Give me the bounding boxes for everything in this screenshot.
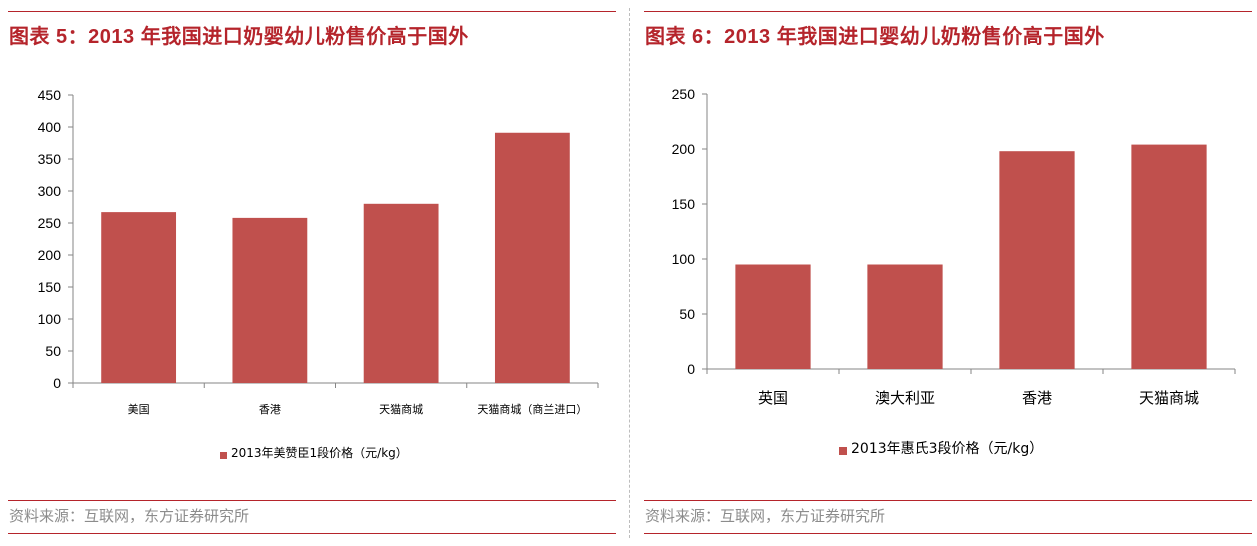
y-tick-label: 450 [38, 87, 62, 103]
source-note: 资料来源：互联网，东方证券研究所 [645, 508, 886, 525]
bar-0 [735, 264, 811, 369]
y-tick-label: 0 [687, 361, 695, 377]
chart-panel-left: 图表 5：2013 年我国进口奶婴幼儿粉售价高于国外 0 50 100 150 200 2… [0, 0, 628, 546]
figure-title: 图表 5：2013 年我国进口奶婴幼儿粉售价高于国外 [9, 26, 469, 48]
footer-rule [8, 533, 616, 534]
y-tick-label: 200 [38, 247, 62, 263]
source-note: 资料来源：互联网，东方证券研究所 [9, 508, 250, 525]
x-category-label: 美国 [128, 403, 150, 416]
bar-1 [232, 217, 308, 383]
bar-3 [494, 132, 570, 383]
bar-2 [363, 203, 439, 383]
legend-label: 2013年美赞臣1段价格（元/kg） [231, 445, 408, 460]
y-tick-label: 250 [38, 215, 62, 231]
y-tick-label: 100 [38, 311, 62, 327]
bottom-rule [8, 500, 616, 501]
x-category-label: 英国 [758, 389, 788, 407]
legend-label: 2013年惠氏3段价格（元/kg） [851, 441, 1043, 457]
chart-panel-right: 图表 6：2013 年我国进口婴幼儿奶粉售价高于国外 0 50 100 150 200 2… [636, 0, 1257, 546]
y-tick-label: 150 [38, 279, 62, 295]
y-tick-label: 0 [53, 375, 61, 391]
y-tick-label: 200 [672, 141, 696, 157]
bar-chart-left: 0 50 100 150 200 250 300 350 400 450 美国 香港 天猫商城 天猫商城（… [38, 87, 599, 460]
y-tick-label: 250 [672, 86, 696, 102]
legend-swatch [220, 452, 227, 459]
y-tick-label: 300 [38, 183, 62, 199]
bottom-rule [644, 500, 1252, 501]
x-category-label: 澳大利亚 [875, 389, 935, 407]
y-tick-label: 50 [679, 306, 695, 322]
y-tick-label: 50 [45, 343, 61, 359]
bar-3 [1131, 144, 1207, 369]
figure-title: 图表 6：2013 年我国进口婴幼儿奶粉售价高于国外 [645, 26, 1105, 48]
top-rule [644, 11, 1252, 12]
x-category-label: 香港 [259, 403, 281, 416]
y-tick-label: 400 [38, 119, 62, 135]
bar-1 [867, 264, 943, 369]
y-tick-label: 350 [38, 151, 62, 167]
x-category-label: 天猫商城 [379, 402, 423, 416]
bar-chart-right: 0 50 100 150 200 250 英国 澳大利亚 香港 天猫商城 2013年惠氏3段价格（元… [672, 86, 1236, 457]
bar-2 [999, 151, 1075, 369]
y-tick-label: 150 [672, 196, 696, 212]
y-tick-label: 100 [672, 251, 696, 267]
x-category-label: 香港 [1022, 389, 1052, 407]
panel-divider [629, 8, 630, 538]
legend-swatch [839, 447, 847, 455]
top-rule [8, 11, 616, 12]
footer-rule [644, 533, 1252, 534]
x-category-label: 天猫商城（商兰进口） [477, 402, 587, 416]
bar-0 [101, 212, 177, 383]
x-category-label: 天猫商城 [1139, 389, 1199, 407]
